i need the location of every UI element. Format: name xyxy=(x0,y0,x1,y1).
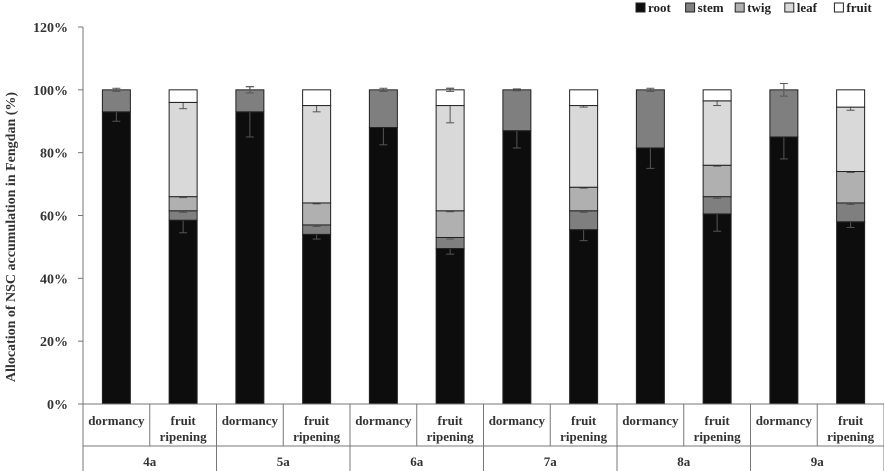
x-group-label: 8a xyxy=(677,454,691,469)
bar-segment-fruit xyxy=(168,89,198,103)
legend: root stem twig leaf fruit xyxy=(635,0,872,15)
y-axis-label: Allocation of NSC accumulation in Fengda… xyxy=(4,92,19,382)
x-stage-label: fruit xyxy=(437,413,463,428)
x-stage-label: dormancy xyxy=(756,413,813,428)
x-group-label: 7a xyxy=(544,454,558,469)
bar-segment-leaf xyxy=(702,100,732,166)
x-stage-label: dormancy xyxy=(355,413,412,428)
bar-segment-stem xyxy=(769,89,799,138)
y-tick-label: 40% xyxy=(40,272,68,287)
bar-segment-leaf xyxy=(836,106,866,173)
x-group-label: 5a xyxy=(277,454,291,469)
x-group-label: 9a xyxy=(811,454,825,469)
legend-label-twig: twig xyxy=(747,0,771,15)
bar-segment-fruit xyxy=(569,89,599,107)
x-stage-label: ripening xyxy=(560,429,607,444)
x-stage-label: fruit xyxy=(170,413,196,428)
bar-segment-root xyxy=(635,147,665,405)
bar-segment-root xyxy=(368,127,398,405)
bar-segment-twig xyxy=(569,186,599,212)
x-group-label: 6a xyxy=(410,454,424,469)
legend-swatch-fruit xyxy=(833,2,844,13)
legend-label-stem: stem xyxy=(698,0,724,15)
bar-segment-twig xyxy=(168,196,198,212)
x-stage-label: dormancy xyxy=(88,413,145,428)
bar-segment-root xyxy=(101,111,131,405)
bar-segment-root xyxy=(302,233,332,405)
x-stage-label: fruit xyxy=(304,413,330,428)
legend-swatch-leaf xyxy=(784,2,795,13)
bar-segment-stem xyxy=(101,89,131,113)
x-stage-label: dormancy xyxy=(622,413,679,428)
bar-segment-leaf xyxy=(168,101,198,198)
legend-swatch-stem xyxy=(685,2,696,13)
bar-segment-stem xyxy=(569,210,599,231)
bar-segment-twig xyxy=(836,171,866,204)
x-stage-label: dormancy xyxy=(222,413,279,428)
x-stage-label: ripening xyxy=(694,429,741,444)
y-tick-label: 0% xyxy=(47,398,68,413)
legend-swatch-twig xyxy=(734,2,745,13)
y-tick-label: 60% xyxy=(40,210,68,225)
legend-swatch-root xyxy=(635,2,646,13)
bar-segment-fruit xyxy=(435,89,465,107)
x-stage-label: fruit xyxy=(571,413,597,428)
x-stage-label: fruit xyxy=(704,413,730,428)
bar-segment-stem xyxy=(502,89,532,132)
bar-segment-root xyxy=(235,111,265,405)
bar-segment-stem xyxy=(836,202,866,223)
bar-segment-root xyxy=(569,229,599,405)
bar-segment-root xyxy=(702,213,732,405)
bar-segment-root xyxy=(435,247,465,405)
bar-segment-root xyxy=(836,221,866,405)
y-tick-label: 100% xyxy=(33,84,68,99)
bar-segment-stem xyxy=(635,89,665,149)
y-tick-label: 20% xyxy=(40,335,68,350)
legend-label-fruit: fruit xyxy=(846,0,872,15)
bar-segment-stem xyxy=(702,196,732,215)
x-stage-label: ripening xyxy=(427,429,474,444)
bar-segment-leaf xyxy=(302,105,332,204)
bar-segment-leaf xyxy=(569,105,599,188)
x-stage-label: ripening xyxy=(160,429,207,444)
bar-segment-root xyxy=(769,136,799,405)
x-stage-label: fruit xyxy=(838,413,864,428)
bar-segment-fruit xyxy=(302,89,332,107)
x-group-label: 4a xyxy=(143,454,157,469)
bar-segment-twig xyxy=(302,202,332,226)
bar-segment-twig xyxy=(435,210,465,238)
legend-label-root: root xyxy=(648,0,672,15)
bar-segment-stem xyxy=(368,89,398,129)
x-stage-label: ripening xyxy=(827,429,874,444)
y-tick-label: 120% xyxy=(33,21,68,36)
bars xyxy=(101,83,866,405)
x-stage-label: ripening xyxy=(293,429,340,444)
bar-segment-root xyxy=(502,130,532,405)
bar-segment-twig xyxy=(702,164,732,198)
x-stage-label: dormancy xyxy=(489,413,546,428)
bar-segment-root xyxy=(168,219,198,405)
legend-label-leaf: leaf xyxy=(797,0,818,15)
y-axis: 0% 20% 40% 60% 80% 100% 120% xyxy=(33,21,84,413)
y-tick-label: 80% xyxy=(40,147,68,162)
bar-segment-fruit xyxy=(836,89,866,108)
bar-segment-fruit xyxy=(702,89,732,102)
